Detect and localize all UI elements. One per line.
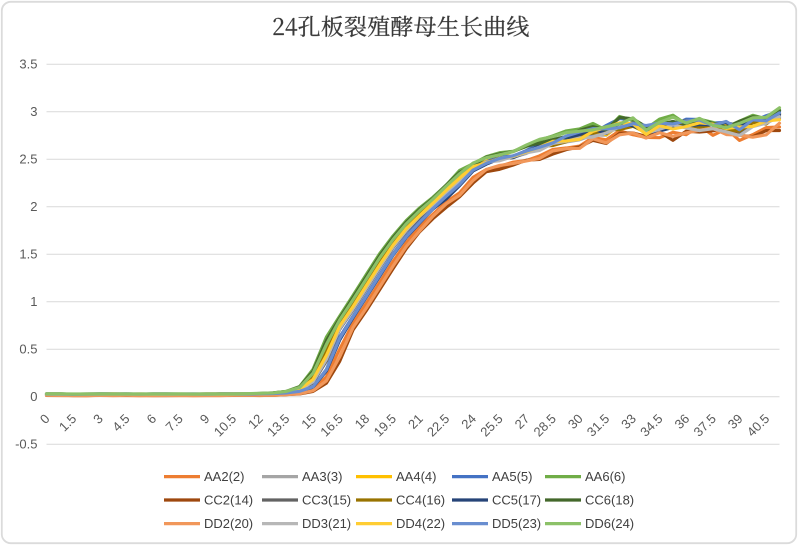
svg-text:3.5: 3.5 [19,57,37,72]
svg-text:2: 2 [30,199,37,214]
svg-text:DD4(22): DD4(22) [396,516,445,531]
svg-text:AA2(2): AA2(2) [204,469,244,484]
svg-text:DD2(20): DD2(20) [204,516,253,531]
svg-text:0.5: 0.5 [19,342,37,357]
svg-text:DD5(23): DD5(23) [492,516,541,531]
svg-text:CC3(15): CC3(15) [302,493,351,508]
svg-text:AA3(3): AA3(3) [302,469,342,484]
svg-text:3: 3 [30,104,37,119]
svg-text:1: 1 [30,294,37,309]
svg-text:CC2(14): CC2(14) [204,493,253,508]
svg-text:2.5: 2.5 [19,152,37,167]
svg-text:-0.5: -0.5 [15,437,37,452]
svg-text:CC5(17): CC5(17) [492,493,541,508]
svg-text:CC4(16): CC4(16) [396,493,445,508]
svg-text:1.5: 1.5 [19,247,37,262]
svg-text:AA4(4): AA4(4) [396,469,436,484]
svg-text:0: 0 [30,389,37,404]
svg-text:DD6(24): DD6(24) [585,516,634,531]
svg-text:AA5(5): AA5(5) [492,469,532,484]
svg-text:DD3(21): DD3(21) [302,516,351,531]
svg-text:CC6(18): CC6(18) [585,493,634,508]
svg-text:AA6(6): AA6(6) [585,469,625,484]
